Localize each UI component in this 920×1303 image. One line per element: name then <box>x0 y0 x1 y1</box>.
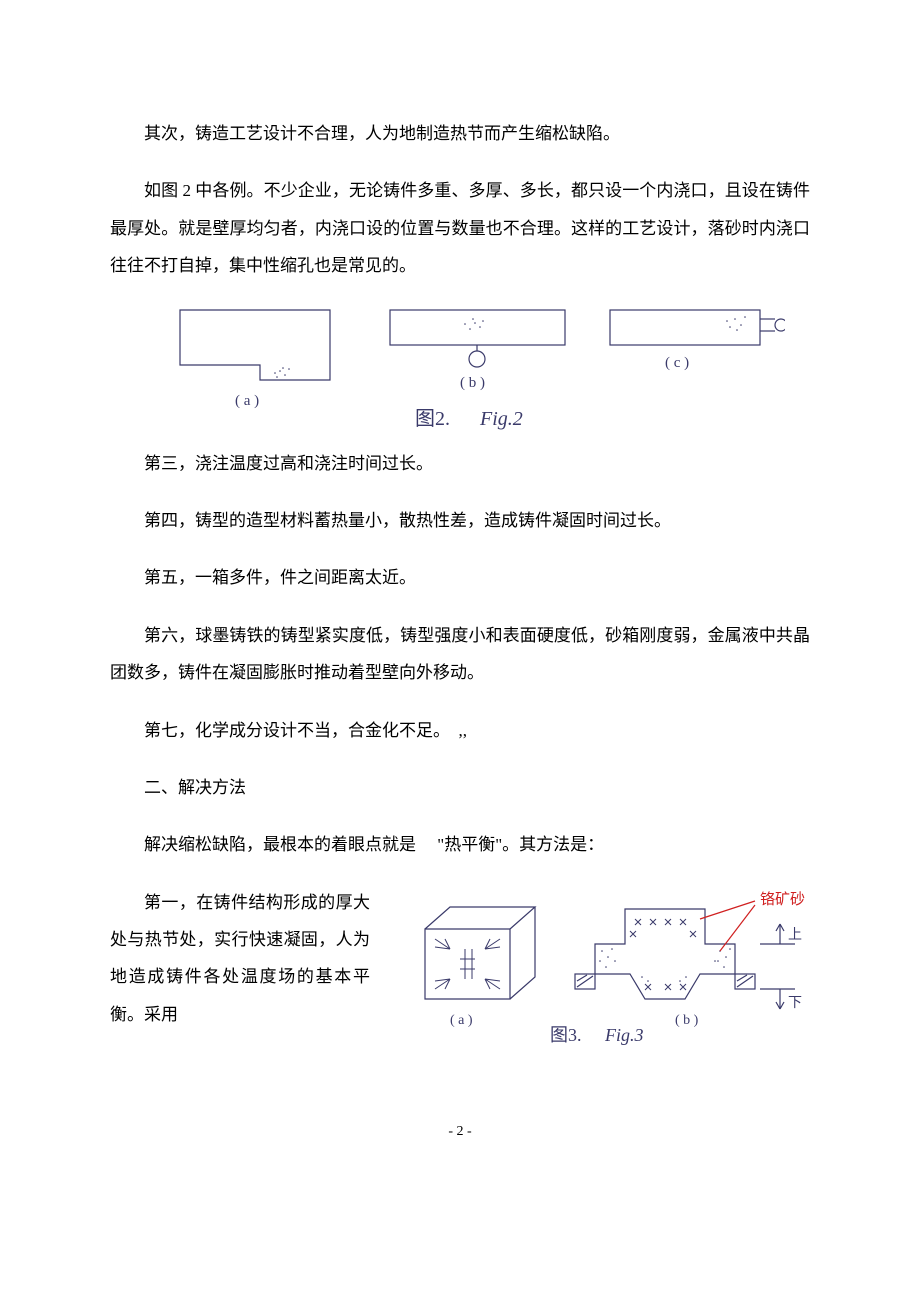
fig2-label-b: ( b ) <box>460 375 485 391</box>
fig3-up: 上 <box>788 927 802 943</box>
para-9b: 的厚大处与热节处，实行快速凝固，人为地造成铸件各处温度场的基本平衡。采用 <box>110 893 370 1024</box>
fig3-label-b: ( b ) <box>675 1013 699 1028</box>
fig3-caption-en: Fig.3 <box>604 1025 644 1045</box>
para-9a: 第一，在铸件结构形成 <box>110 893 318 912</box>
para-5: 第五，一箱多件，件之间距离太近。 <box>110 559 810 596</box>
fig2-label-c: ( c ) <box>665 355 689 371</box>
fig3-caption-cn: 图3. <box>550 1025 582 1045</box>
fig3-annot: 铬矿砂 <box>760 891 805 908</box>
fig2-caption-en: Fig.2 <box>479 408 523 430</box>
heading-2: 二、解决方法 <box>110 769 810 806</box>
para-2: 如图 2 中各例。不少企业，无论铸件多重、多厚、多长，都只设一个内浇口，且设在铸… <box>110 172 810 284</box>
figure-3-block: 第一，在铸件结构形成的厚大处与热节处，实行快速凝固，人为地造成铸件各处温度场的基… <box>110 884 810 1054</box>
figure-2: ( a ) ( b ) <box>165 305 785 435</box>
fig2-label-a: ( a ) <box>235 393 259 409</box>
para-4: 第四，铸型的造型材料蓄热量小，散热性差，造成铸件凝固时间过长。 <box>110 502 810 539</box>
figure-3: ( a ) <box>390 889 810 1054</box>
para-7: 第七，化学成分设计不当，合金化不足。 ,, <box>110 712 810 749</box>
para-3: 第三，浇注温度过高和浇注时间过长。 <box>110 445 810 482</box>
para-1: 其次，铸造工艺设计不合理，人为地制造热节而产生缩松缺陷。 <box>110 115 810 152</box>
fig3-dn: 下 <box>788 996 802 1011</box>
para-8: 解决缩松缺陷，最根本的着眼点就是 "热平衡"。其方法是： <box>110 826 810 863</box>
para-6: 第六，球墨铸铁的铸型紧实度低，铸型强度小和表面硬度低，砂箱刚度弱，金属液中共晶团… <box>110 617 810 692</box>
page-content: 其次，铸造工艺设计不合理，人为地制造热节而产生缩松缺陷。 如图 2 中各例。不少… <box>0 0 920 1200</box>
figure-2-svg: ( a ) ( b ) <box>165 305 785 435</box>
para-9-wrap: 第一，在铸件结构形成的厚大处与热节处，实行快速凝固，人为地造成铸件各处温度场的基… <box>110 884 370 1034</box>
fig2-caption-cn: 图2. <box>415 408 450 430</box>
page-number: - 2 - <box>110 1124 810 1140</box>
fig3-label-a: ( a ) <box>450 1013 473 1028</box>
figure-3-svg: ( a ) <box>390 889 810 1049</box>
